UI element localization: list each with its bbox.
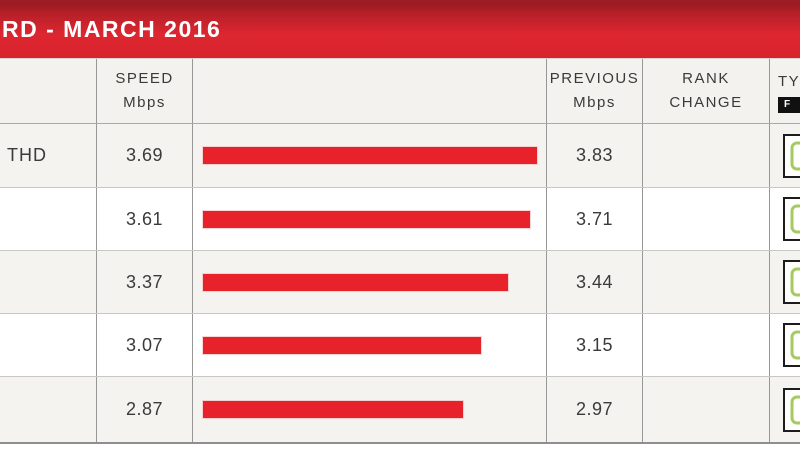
speed-bar-cell xyxy=(193,314,547,376)
previous-header-line1: PREVIOUS xyxy=(549,70,640,87)
speed-header-line1: SPEED xyxy=(115,70,174,87)
rank-change-column-header: RANK CHANGE xyxy=(643,59,770,123)
previous-header-line2: Mbps xyxy=(573,94,616,111)
speed-cell: 3.07 xyxy=(97,314,193,376)
table-row: 3.61 3.71 xyxy=(0,187,800,250)
type-cell xyxy=(770,124,800,187)
speed-bar xyxy=(203,210,530,228)
speed-bar xyxy=(203,336,481,354)
type-cell xyxy=(770,314,800,376)
provider-cell xyxy=(0,377,97,442)
table-row: THD 3.69 3.83 xyxy=(0,124,800,187)
speed-bar-cell xyxy=(193,188,547,250)
broadband-type-icon xyxy=(783,260,800,304)
rank-header-line2: CHANGE xyxy=(669,94,743,111)
type-header-label: TY xyxy=(778,72,800,90)
broadband-type-icon xyxy=(783,323,800,367)
previous-cell: 3.71 xyxy=(547,188,643,250)
table-row: 3.07 3.15 xyxy=(0,313,800,376)
speed-column-header: SPEED Mbps xyxy=(97,59,193,123)
provider-cell xyxy=(0,251,97,313)
type-cell xyxy=(770,251,800,313)
type-column-header: TY F xyxy=(770,59,800,123)
speed-bar-cell xyxy=(193,124,547,187)
leaderboard-table: SPEED Mbps PREVIOUS Mbps RANK CHANGE TY … xyxy=(0,58,800,444)
type-cell xyxy=(770,377,800,442)
speed-cell: 3.37 xyxy=(97,251,193,313)
provider-column-header xyxy=(0,59,97,123)
table-header-row: SPEED Mbps PREVIOUS Mbps RANK CHANGE TY … xyxy=(0,58,800,124)
leaderboard-banner: RD - MARCH 2016 xyxy=(0,0,800,58)
previous-column-header: PREVIOUS Mbps xyxy=(547,59,643,123)
rank-change-cell xyxy=(643,188,770,250)
broadband-type-icon xyxy=(783,197,800,241)
provider-cell: THD xyxy=(0,124,97,187)
rank-change-cell xyxy=(643,377,770,442)
provider-cell xyxy=(0,188,97,250)
speed-bar-cell xyxy=(193,251,547,313)
speed-bar xyxy=(203,401,463,418)
previous-cell: 3.44 xyxy=(547,251,643,313)
type-cell xyxy=(770,188,800,250)
speed-header-line2: Mbps xyxy=(123,94,166,111)
broadband-type-icon xyxy=(783,133,800,178)
provider-cell xyxy=(0,314,97,376)
speed-cell: 2.87 xyxy=(97,377,193,442)
table-row: 2.87 2.97 xyxy=(0,376,800,442)
previous-cell: 3.15 xyxy=(547,314,643,376)
rank-header-line1: RANK xyxy=(682,70,730,87)
rank-change-cell xyxy=(643,314,770,376)
previous-cell: 3.83 xyxy=(547,124,643,187)
speed-cell: 3.61 xyxy=(97,188,193,250)
speed-cell: 3.69 xyxy=(97,124,193,187)
page-title: RD - MARCH 2016 xyxy=(2,16,222,42)
rank-change-cell xyxy=(643,251,770,313)
speed-bar-cell xyxy=(193,377,547,442)
speed-bar xyxy=(203,147,537,164)
table-row: 3.37 3.44 xyxy=(0,250,800,313)
rank-change-cell xyxy=(643,124,770,187)
chart-column-header xyxy=(193,59,547,123)
fibre-filter-badge[interactable]: F xyxy=(778,96,800,113)
previous-cell: 2.97 xyxy=(547,377,643,442)
broadband-type-icon xyxy=(783,387,800,432)
speed-bar xyxy=(203,273,508,291)
